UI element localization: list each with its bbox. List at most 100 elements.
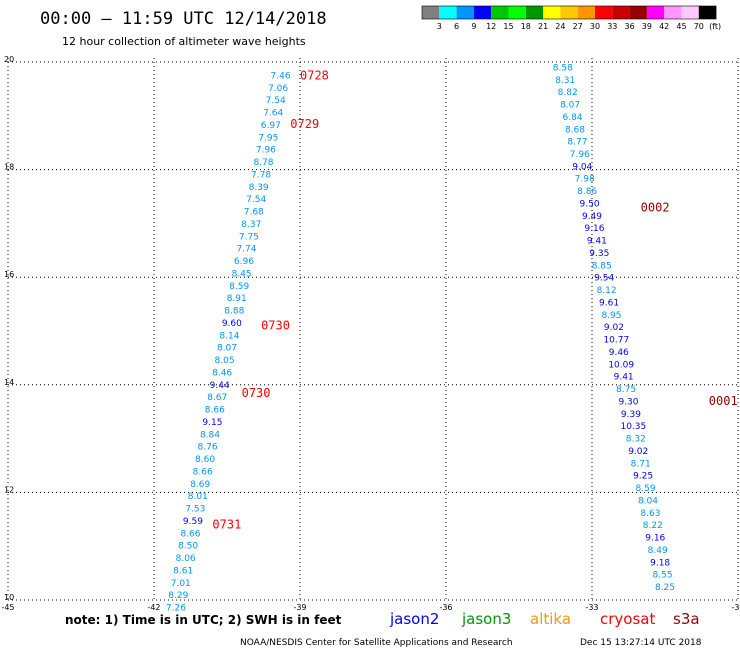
wave-height-value: 8.61 [173,566,193,576]
color-scale-label: 24 [555,22,565,31]
wave-height-value: 8.60 [195,455,215,465]
wave-height-value: 7.54 [266,96,286,106]
color-scale-swatch [525,6,544,19]
satellite-name: s3a [673,610,700,628]
units-note: note: 1) Time is in UTC; 2) SWH is in fe… [65,613,342,627]
wave-height-value: 8.07 [217,344,237,354]
color-scale-swatch [646,6,665,19]
wave-height-value: 7.95 [258,133,278,143]
wave-height-value: 8.76 [198,443,218,453]
color-scale-label: 45 [676,22,686,31]
wave-height-value: 10.35 [620,422,646,432]
wave-height-value: 8.06 [176,554,196,564]
wave-height-value: 8.78 [253,158,273,168]
wave-height-value: 9.41 [587,237,607,247]
wave-height-value: 8.88 [224,307,244,317]
pass-time-label: 0730 [242,386,271,400]
color-scale-border [421,5,717,20]
wave-height-value: 8.77 [567,138,587,148]
chart-title: 00:00 – 11:59 UTC 12/14/2018 [40,9,327,29]
wave-height-value: 8.91 [227,294,247,304]
color-scale-swatch [473,6,492,19]
wave-height-value: 9.61 [599,298,619,308]
pass-time-label: 0729 [290,117,319,131]
wave-height-value: 7.06 [268,84,288,94]
wave-height-value: 9.15 [202,418,222,428]
wave-height-value: 9.39 [621,410,641,420]
wave-height-value: 8.25 [655,583,675,593]
wave-height-value: 9.16 [584,224,604,234]
color-scale-legend: 3 6 9 12 15 18 21 24 27 30 33 36 39 42 45 70 (ft) [421,5,721,31]
color-scale-swatch [595,6,613,19]
y-tick-label: 20 [4,55,14,64]
color-scale-swatch [681,6,699,19]
wave-height-value: 9.41 [614,373,634,383]
wave-height-value: 6.96 [234,257,254,267]
wave-height-value: 9.59 [183,517,203,527]
satellite-name: jason2 [389,610,439,628]
satellite-name: cryosat [600,610,655,628]
y-tick-label: 10 [4,593,14,602]
color-scale-swatch [508,6,526,19]
wave-height-value: 8.69 [190,480,210,490]
wave-height-value: 7.96 [256,146,276,156]
wave-height-value: 9.02 [604,323,624,333]
wave-height-value: 7.98 [575,175,595,185]
color-scale-swatch [543,6,561,19]
wave-height-value: 7.46 [271,71,291,81]
y-tick-label: 14 [4,378,14,387]
wave-height-value: 6.97 [261,121,281,131]
wave-height-value: 9.25 [633,472,653,482]
wave-height-value: 8.95 [601,311,621,321]
wave-height-points: 7.46 7.06 7.54 7.64 6.97 7.95 7.96 8.78 7.78 8.39… [166,63,738,613]
x-tick-label: -39 [293,603,306,612]
wave-height-value: 8.66 [193,467,213,477]
color-scale-swatch [698,6,717,19]
wave-height-value: 8.45 [232,269,252,279]
plot-grid [7,58,739,601]
wave-height-value: 8.63 [640,509,660,519]
wave-height-value: 8.82 [558,88,578,98]
wave-height-value: 8.55 [653,571,673,581]
wave-height-value: 8.29 [168,591,188,601]
wave-height-value: 8.68 [565,125,585,135]
wave-height-value: 8.32 [626,435,646,445]
color-scale-swatch [560,6,578,19]
wave-height-value: 9.04 [572,162,592,172]
axis-ticks: -45 -42 -39 -36 -33 -30 10 12 14 16 18 20 [1,55,740,612]
wave-height-value: 8.39 [249,183,269,193]
wave-height-value: 8.31 [555,76,575,86]
wave-height-value: 7.01 [171,579,191,589]
pass-time-label: 0002 [641,200,670,214]
wave-height-value: 7.96 [570,150,590,160]
wave-height-value: 7.74 [236,245,256,255]
wave-height-value: 8.37 [241,220,261,230]
wave-height-value: 7.54 [246,195,266,205]
satellite-legend: jason2 jason3 altika cryosat s3a [389,610,700,628]
wave-height-value: 8.86 [577,187,597,197]
color-scale-label: 21 [538,22,548,31]
wave-height-value: 8.58 [553,63,573,73]
wave-height-value: 8.71 [631,459,651,469]
color-scale-swatch [439,6,457,19]
y-tick-label: 18 [4,163,14,172]
pass-time-label: 0730 [261,319,290,333]
color-scale-label: 33 [607,22,617,31]
satellite-name: altika [530,610,571,628]
wave-height-value: 8.46 [212,368,232,378]
wave-height-value: 9.02 [628,447,648,457]
wave-height-value: 8.04 [638,496,658,506]
color-scale-swatch [664,6,682,19]
color-scale-label: 15 [503,22,513,31]
wave-height-value: 8.75 [616,385,636,395]
wave-height-value: 7.68 [244,208,264,218]
y-tick-label: 12 [4,485,14,494]
wave-height-value: 9.35 [589,249,609,259]
x-tick-label: -36 [439,603,452,612]
color-scale-label: 6 [454,22,459,31]
x-tick-label: -30 [731,603,740,612]
chart-subtitle: 12 hour collection of altimeter wave hei… [62,35,306,48]
wave-height-value: 10.09 [608,360,634,370]
wave-height-value: 8.01 [188,492,208,502]
x-tick-label: -42 [147,603,160,612]
